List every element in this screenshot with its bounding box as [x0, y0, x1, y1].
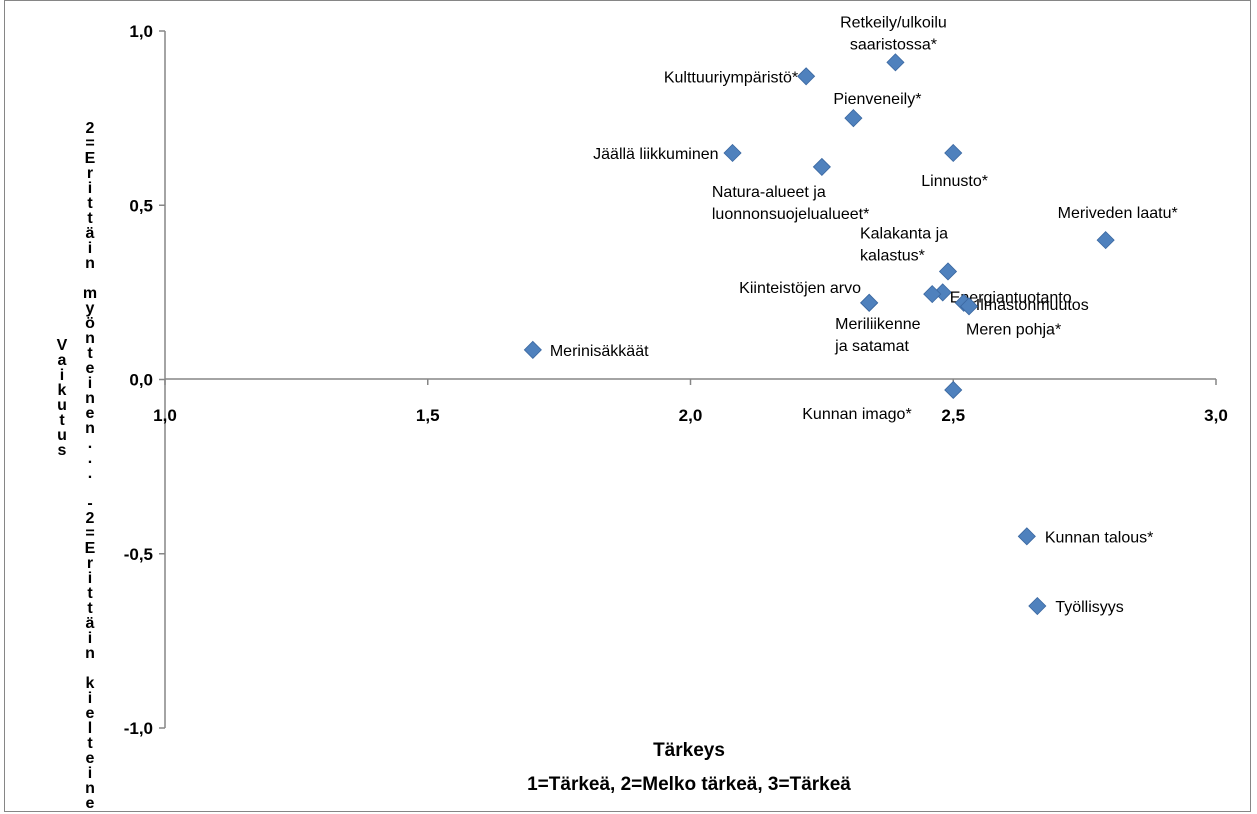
x-tick-label: 1,0: [153, 406, 177, 425]
data-point-label: Meren pohja*: [966, 321, 1061, 338]
y-tick-label: 0,5: [129, 196, 153, 215]
data-point-marker: [886, 53, 905, 72]
data-point-label: Pienveneily*: [833, 91, 921, 108]
y-tick-label: -0,5: [124, 545, 153, 564]
data-point-label: Kunnan imago*: [802, 406, 911, 423]
data-point-marker: [523, 340, 542, 359]
data-point-label: Kalakanta ja kalastus*: [860, 225, 948, 264]
data-point-marker: [944, 143, 963, 163]
data-point-label: Meriliikenne ja satamat: [834, 316, 920, 355]
x-axis-subtitle: 1=Tärkeä, 2=Melko tärkeä, 3=Tärkeä: [527, 774, 851, 795]
data-point-label: Työllisyys: [1055, 599, 1123, 616]
data-point-label: Merinisäkkäät: [550, 343, 649, 360]
x-tick-label: 3,0: [1204, 406, 1228, 425]
data-point-label: Meriveden laatu*: [1058, 205, 1178, 222]
data-point-label: Natura-alueet ja luonnonsuojelualueet*: [712, 184, 869, 223]
data-point-label: Retkeily/ulkoilu saaristossa*: [840, 14, 947, 53]
data-point-marker: [1028, 596, 1047, 616]
y-tick-label: 0,0: [129, 371, 153, 390]
data-point-marker: [723, 143, 742, 163]
data-point-label: Kunnan talous*: [1045, 529, 1154, 546]
data-point-marker: [959, 297, 979, 316]
data-point-marker: [797, 67, 816, 86]
y-tick-label: -1,0: [124, 719, 153, 738]
data-point-marker: [844, 109, 863, 128]
data-point-label: Kulttuuriympäristö*: [664, 69, 798, 86]
y-tick-label: 1,0: [129, 22, 153, 41]
data-point-marker: [938, 262, 958, 281]
data-point-label: Energiantuotanto: [950, 289, 1072, 306]
x-axis-title: Tärkeys: [653, 740, 725, 761]
data-point-label: Linnusto*: [921, 173, 988, 190]
data-point-marker: [1017, 527, 1036, 546]
chart-frame: [4, 0, 1251, 812]
data-point-label: Ilmastonmuutos: [976, 297, 1089, 314]
x-tick-label: 2,0: [679, 406, 703, 425]
x-tick-label: 1,5: [416, 406, 440, 425]
data-point-marker: [860, 293, 879, 312]
data-point-marker: [812, 157, 831, 176]
x-tick-label: 2,5: [941, 406, 965, 425]
data-point-marker: [923, 285, 942, 304]
data-point-label: Kiinteistöjen arvo: [739, 280, 861, 297]
data-point-marker: [944, 380, 963, 400]
data-point-label: Jäällä liikkuminen: [593, 146, 718, 163]
data-point-marker: [1096, 231, 1115, 250]
